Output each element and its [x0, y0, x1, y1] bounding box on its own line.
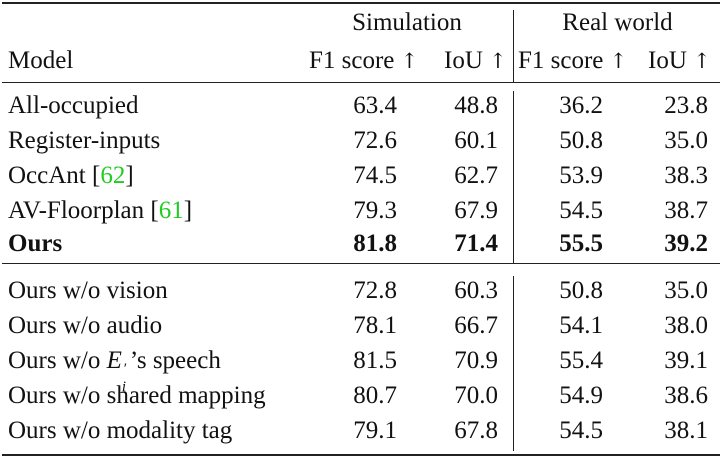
sim-iou-value: 71.4	[454, 230, 498, 257]
header-group-simulation: Simulation	[352, 9, 462, 36]
sim-f1-value: 78.1	[353, 312, 397, 339]
model-label-prefix: Ours w/o	[8, 347, 107, 374]
real-iou-value: 38.1	[664, 417, 708, 444]
citation-link[interactable]: 62	[100, 162, 126, 189]
model-name: Register-inputs	[8, 127, 161, 154]
real-f1-value: 54.1	[559, 312, 603, 339]
header-label: F1 score	[309, 47, 395, 74]
real-f1-value: 50.8	[559, 277, 603, 304]
real-f1-value: 55.4	[559, 347, 603, 374]
real-iou-value: 23.8	[664, 92, 708, 119]
column-divider-section1	[513, 91, 514, 263]
header-group-real-world: Real world	[562, 9, 673, 36]
model-label: OccAnt	[8, 162, 86, 189]
header-sim-f1: F1 score ↑	[309, 46, 418, 76]
citation-link[interactable]: 61	[158, 197, 184, 224]
real-iou-value: 38.7	[664, 197, 708, 224]
sim-f1-value: 74.5	[353, 162, 397, 189]
real-f1-value: 53.9	[559, 162, 603, 189]
model-name: Ours w/o shared mapping	[8, 382, 266, 409]
real-iou-value: 39.1	[664, 347, 708, 374]
model-label: AV-Floorplan	[8, 197, 145, 224]
real-iou-value: 38.3	[664, 162, 708, 189]
real-f1-value: 54.9	[559, 382, 603, 409]
real-iou-value: 38.0	[664, 312, 708, 339]
bottom-rule	[2, 454, 720, 456]
model-name: Ours w/o modality tag	[8, 417, 233, 444]
model-name: Ours w/o vision	[8, 277, 168, 304]
up-arrow-icon: ↑	[489, 49, 507, 73]
header-real-iou: IoU ↑	[648, 46, 711, 76]
model-label-suffix: ’s speech	[129, 347, 221, 374]
model-name: Ours w/o E ′ i’s speech	[8, 346, 221, 395]
model-name: All-occupied	[8, 92, 139, 119]
sim-iou-value: 67.8	[454, 417, 498, 444]
header-rule	[2, 82, 720, 84]
math-symbol: E ′ i	[106, 347, 127, 395]
sim-iou-value: 48.8	[454, 92, 498, 119]
real-f1-value: 55.5	[559, 230, 603, 257]
sim-iou-value: 70.0	[454, 382, 498, 409]
model-name: Ours	[8, 230, 63, 257]
model-name: AV-Floorplan [61]	[8, 197, 193, 224]
real-iou-value: 39.2	[664, 230, 708, 257]
real-f1-value: 54.5	[559, 197, 603, 224]
header-sim-iou: IoU ↑	[444, 46, 507, 76]
sim-f1-value: 79.1	[353, 417, 397, 444]
sim-f1-value: 81.8	[353, 230, 397, 257]
header-label: F1 score	[518, 47, 604, 74]
model-name: Ours w/o audio	[8, 312, 163, 339]
sim-f1-value: 79.3	[353, 197, 397, 224]
section-separator-rule	[2, 263, 720, 265]
sim-iou-value: 60.1	[454, 127, 498, 154]
sim-iou-value: 67.9	[454, 197, 498, 224]
header-label: IoU	[648, 47, 687, 74]
sim-f1-value: 72.8	[353, 277, 397, 304]
up-arrow-icon: ↑	[693, 49, 711, 73]
sim-f1-value: 81.5	[353, 347, 397, 374]
real-iou-value: 35.0	[664, 127, 708, 154]
column-divider-header	[513, 10, 514, 82]
header-model: Model	[8, 47, 74, 74]
top-rule	[2, 2, 720, 4]
up-arrow-icon: ↑	[400, 49, 419, 73]
sim-f1-value: 80.7	[353, 382, 397, 409]
up-arrow-icon: ↑	[609, 49, 628, 73]
real-f1-value: 54.5	[559, 417, 603, 444]
column-divider-section2	[513, 276, 514, 451]
sim-f1-value: 63.4	[353, 92, 397, 119]
header-label: IoU	[444, 47, 483, 74]
sim-iou-value: 66.7	[454, 312, 498, 339]
sim-iou-value: 70.9	[454, 347, 498, 374]
real-iou-value: 35.0	[664, 277, 708, 304]
model-name: OccAnt [62]	[8, 162, 134, 189]
real-f1-value: 36.2	[559, 92, 603, 119]
real-f1-value: 50.8	[559, 127, 603, 154]
header-real-f1: F1 score ↑	[518, 46, 627, 76]
sim-iou-value: 62.7	[454, 162, 498, 189]
real-iou-value: 38.6	[664, 382, 708, 409]
sim-iou-value: 60.3	[454, 277, 498, 304]
sim-f1-value: 72.6	[353, 127, 397, 154]
